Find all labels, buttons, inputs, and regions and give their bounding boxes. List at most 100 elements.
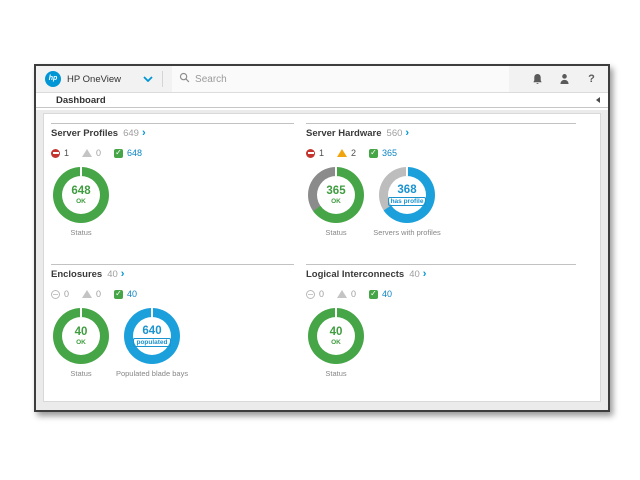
error-icon [51,148,60,158]
donut-value: 40 [329,326,343,338]
status-summary: 0 0 40 [306,289,576,299]
donut-row: 365 OK Status 368 has profile [306,167,576,237]
panel-count[interactable]: 560 [386,128,403,139]
donut-chart-status[interactable]: 40 OK Status [307,308,365,378]
donut-ring: 40 OK [53,308,109,364]
ok-count: 40 [382,289,393,299]
donut-chart-status[interactable]: 40 OK Status [52,308,110,378]
search-input[interactable]: Search [172,66,509,92]
donut-chart-profiles[interactable]: 368 has profile Servers with profiles [373,167,441,237]
status-summary: 1 2 365 [306,148,576,158]
donut-row: 648 OK Status [51,167,294,237]
search-icon [179,70,190,88]
donut-ring: 368 has profile [379,167,435,223]
dashboard-card: Server Profiles 649 › 1 0 648 [43,113,601,402]
ok-status[interactable]: 365 [369,148,397,158]
donut-hole [317,317,355,355]
ok-status[interactable]: 40 [369,289,392,299]
panel-header: Server Hardware 560 › [306,127,576,140]
donut-chart-status[interactable]: 648 OK Status [52,167,110,237]
warning-icon [337,149,348,157]
donut-value: 365 [326,185,346,197]
donut-label: Status [325,228,347,237]
donut-notch [335,167,337,176]
donut-center: 365 OK [308,167,364,223]
donut-chart-status[interactable]: 365 OK Status [307,167,365,237]
panel-title[interactable]: Server Profiles [51,128,119,139]
error-status[interactable]: 0 [306,289,324,299]
chevron-down-icon[interactable] [143,76,153,82]
donut-label: Status [70,369,92,378]
donut-notch [80,167,82,176]
warning-status[interactable]: 0 [337,289,356,299]
donut-chart-blade-bays[interactable]: 640 populated Populated blade bays [116,308,188,378]
status-summary: 0 0 40 [51,289,294,299]
panel-title[interactable]: Server Hardware [306,128,382,139]
panel-count[interactable]: 649 [123,128,139,139]
error-status[interactable]: 1 [51,148,69,158]
error-icon [306,289,315,299]
warning-icon [82,290,93,298]
donut-center: 40 OK [53,308,109,364]
donut-notch [80,308,82,317]
panel-enclosures: Enclosures 40 › 0 0 40 [51,264,294,397]
donut-ring: 648 OK [53,167,109,223]
warning-status[interactable]: 0 [82,148,101,158]
donut-hole [388,176,426,214]
error-count: 1 [319,148,325,158]
donut-value: 368 [397,184,417,196]
help-icon[interactable]: ? [588,73,595,85]
panel-title[interactable]: Logical Interconnects [306,269,405,280]
collapse-panel-icon[interactable] [596,97,600,103]
warning-count: 0 [96,148,102,158]
donut-value: 648 [71,185,91,197]
panel-header: Logical Interconnects 40 › [306,268,576,281]
ok-status[interactable]: 40 [114,289,137,299]
donut-hole [317,176,355,214]
chevron-right-icon[interactable]: › [120,268,125,280]
breadcrumb-bar: Dashboard [36,93,608,108]
donut-ring: 640 populated [124,308,180,364]
topbar-actions: ? [517,73,598,85]
panel-server-hardware: Server Hardware 560 › 1 2 365 [306,123,576,264]
ok-count: 40 [127,289,138,299]
error-status[interactable]: 0 [51,289,69,299]
brand-title: HP OneView [67,73,122,85]
chevron-right-icon[interactable]: › [141,127,146,139]
ok-status[interactable]: 648 [114,148,142,158]
donut-value: 640 [142,325,162,337]
error-icon [51,289,60,299]
panel-title[interactable]: Enclosures [51,269,103,280]
error-count: 0 [64,289,70,299]
donut-center: 40 OK [308,308,364,364]
donut-ring: 40 OK [308,308,364,364]
warning-count: 2 [351,148,357,158]
user-icon[interactable] [558,73,571,85]
chevron-right-icon[interactable]: › [405,127,410,139]
check-icon [369,289,379,299]
donut-hole [62,176,100,214]
error-status[interactable]: 1 [306,148,324,158]
donut-sublabel: OK [76,339,86,346]
donut-sublabel: has profile [387,197,427,206]
donut-ring: 365 OK [308,167,364,223]
panel-count[interactable]: 40 [409,269,420,280]
chevron-right-icon[interactable]: › [422,268,427,280]
donut-center: 640 populated [124,308,180,364]
donut-hole [62,317,100,355]
warning-status[interactable]: 0 [82,289,101,299]
ok-count: 648 [127,148,143,158]
donut-row: 40 OK Status 640 populated [51,308,294,378]
panel-header: Enclosures 40 › [51,268,294,281]
warning-icon [337,290,348,298]
donut-center: 648 OK [53,167,109,223]
content-area: Server Profiles 649 › 1 0 648 [36,110,608,410]
warning-status[interactable]: 2 [337,148,356,158]
donut-label: Status [70,228,92,237]
ok-count: 365 [382,148,398,158]
hp-logo-icon[interactable]: hp [45,71,61,87]
donut-row: 40 OK Status [306,308,576,378]
donut-label: Servers with profiles [373,228,441,237]
panel-count[interactable]: 40 [107,269,118,280]
bell-icon[interactable] [531,73,544,85]
